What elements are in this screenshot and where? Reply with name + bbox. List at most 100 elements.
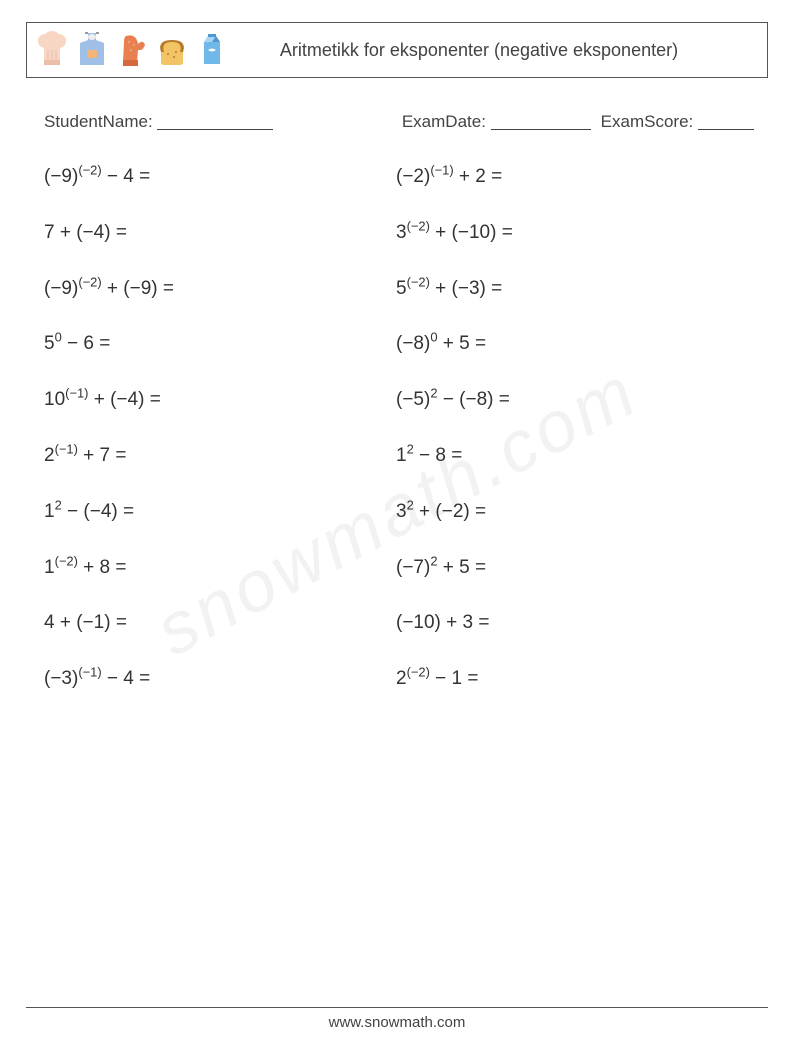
operator: +	[430, 278, 452, 299]
base: (−10)	[396, 612, 441, 633]
header-icons	[35, 30, 229, 70]
problem: (−2)(−1) + 2 =	[396, 166, 768, 189]
exponent: (−2)	[55, 553, 78, 568]
operator: +	[78, 445, 100, 466]
problem: 1(−2) + 8 =	[44, 557, 396, 580]
operator: +	[55, 612, 77, 633]
chef-hat-icon	[35, 30, 69, 70]
rhs: (−10)	[452, 222, 497, 243]
problem: 2(−2) − 1 =	[396, 668, 768, 691]
problem: 7 + (−4) =	[44, 222, 396, 245]
exponent: 0	[430, 330, 437, 345]
equals: =	[118, 501, 134, 522]
equals: =	[486, 278, 502, 299]
base: (−9)	[44, 166, 78, 187]
equals: =	[158, 278, 174, 299]
equals: =	[473, 612, 489, 633]
exponent: 2	[55, 497, 62, 512]
base: 3	[396, 222, 407, 243]
rhs: (−4)	[83, 501, 117, 522]
milk-carton-icon	[195, 30, 229, 70]
operator: −	[414, 445, 436, 466]
problem: 4 + (−1) =	[44, 612, 396, 635]
exponent: 2	[430, 386, 437, 401]
operator: +	[430, 222, 452, 243]
base: (−2)	[396, 166, 430, 187]
rhs: (−4)	[110, 389, 144, 410]
exponent: (−2)	[407, 218, 430, 233]
problem: (−9)(−2) − 4 =	[44, 166, 396, 189]
base: (−9)	[44, 278, 78, 299]
problem: (−5)2 − (−8) =	[396, 389, 768, 412]
problem: (−9)(−2) + (−9) =	[44, 278, 396, 301]
base: 2	[44, 445, 55, 466]
base: 5	[396, 278, 407, 299]
page: Aritmetikk for eksponenter (negative eks…	[0, 0, 794, 691]
problem: 32 + (−2) =	[396, 501, 768, 524]
problem: (−3)(−1) − 4 =	[44, 668, 396, 691]
meta-row: StudentName: ExamDate: ExamScore:	[26, 110, 768, 132]
problems-grid: (−9)(−2) − 4 =(−2)(−1) + 2 =7 + (−4) =3(…	[26, 166, 768, 691]
rhs: 4	[123, 166, 134, 187]
rhs: (−2)	[435, 501, 469, 522]
operator: +	[78, 557, 100, 578]
student-name-label: StudentName:	[44, 112, 153, 131]
operator: −	[62, 333, 84, 354]
rhs: (−4)	[76, 222, 110, 243]
operator: +	[438, 333, 460, 354]
rhs: (−1)	[76, 612, 110, 633]
problem: (−8)0 + 5 =	[396, 333, 768, 356]
problem: 3(−2) + (−10) =	[396, 222, 768, 245]
operator: −	[102, 166, 124, 187]
rhs: 8	[100, 557, 111, 578]
operator: +	[438, 557, 460, 578]
equals: =	[470, 557, 486, 578]
student-name-field: StudentName:	[26, 110, 273, 132]
equals: =	[134, 668, 150, 689]
equals: =	[462, 668, 478, 689]
rhs: (−8)	[459, 389, 493, 410]
problem: 5(−2) + (−3) =	[396, 278, 768, 301]
equals: =	[486, 166, 502, 187]
exponent: (−1)	[55, 442, 78, 457]
rhs: (−9)	[123, 278, 157, 299]
operator: +	[441, 612, 463, 633]
operator: +	[454, 166, 476, 187]
exponent: (−2)	[407, 665, 430, 680]
equals: =	[470, 333, 486, 354]
base: 1	[396, 445, 407, 466]
base: 1	[44, 557, 55, 578]
operator: +	[55, 222, 77, 243]
rhs: 4	[123, 668, 134, 689]
base: 5	[44, 333, 55, 354]
operator: −	[62, 501, 84, 522]
rhs: 5	[459, 557, 470, 578]
problem: (−7)2 + 5 =	[396, 557, 768, 580]
base: 2	[396, 668, 407, 689]
exam-date-label: ExamDate:	[402, 112, 486, 131]
rhs: 3	[463, 612, 474, 633]
apron-icon	[75, 30, 109, 70]
operator: +	[414, 501, 436, 522]
bread-icon	[155, 30, 189, 70]
exponent: 2	[430, 553, 437, 568]
base: (−3)	[44, 668, 78, 689]
rhs: 6	[83, 333, 94, 354]
rhs: 1	[452, 668, 463, 689]
equals: =	[111, 222, 127, 243]
rhs: 7	[100, 445, 111, 466]
rhs: (−3)	[452, 278, 486, 299]
problem: 12 − (−4) =	[44, 501, 396, 524]
problem: 10(−1) + (−4) =	[44, 389, 396, 412]
problem: (−10) + 3 =	[396, 612, 768, 635]
problem: 2(−1) + 7 =	[44, 445, 396, 468]
exponent: (−1)	[78, 665, 101, 680]
exponent: (−1)	[430, 163, 453, 178]
equals: =	[494, 389, 510, 410]
student-name-line	[157, 113, 273, 130]
rhs: 8	[435, 445, 446, 466]
base: 4	[44, 612, 55, 633]
exam-score-field: ExamScore:	[601, 110, 754, 132]
exponent: 2	[407, 497, 414, 512]
equals: =	[110, 557, 126, 578]
